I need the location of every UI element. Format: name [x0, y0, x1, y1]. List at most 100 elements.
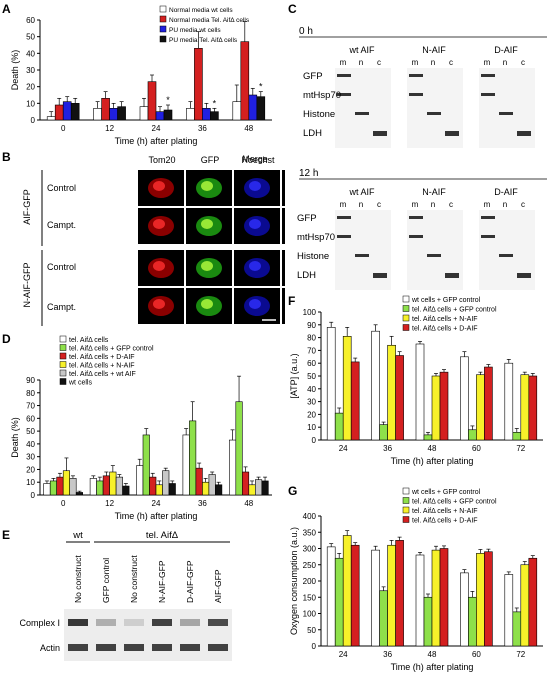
- chart-g: 0 50 100 150 200 250 300 350 400 24 36 48 60 72 Time (…: [289, 487, 543, 672]
- panel-label-f: F: [288, 294, 296, 308]
- lane-label: D-AIF-GFP: [185, 560, 195, 603]
- legend-swatch: [159, 35, 167, 43]
- chart-d: 0 10 20 30 40 50 60 70 80 90 0 12 24 36 48 Time (h) aft…: [10, 335, 272, 521]
- bar: [371, 549, 380, 647]
- legend-swatch: [402, 516, 410, 523]
- bar: [43, 483, 51, 496]
- row-campt-1: Campt.: [47, 220, 76, 230]
- microscopy-panel: Tom20 GFP Hoechst Merge AIF-GFP N-AIF-GF…: [22, 155, 285, 326]
- y-axis-label: [ATP] (a.u.): [289, 353, 299, 398]
- bar: [155, 111, 165, 121]
- y-axis-label: Death (%): [10, 417, 20, 458]
- bar: [56, 476, 64, 496]
- blot-band: [373, 273, 387, 278]
- x-tick-label: 60: [472, 650, 481, 659]
- legend-swatch: [159, 15, 167, 23]
- legend-entry: wt cells: [68, 380, 92, 387]
- x-tick-label: 72: [516, 444, 525, 453]
- bar: [93, 108, 102, 121]
- marker-label: LDH: [297, 270, 316, 281]
- bar: [476, 374, 485, 441]
- x-tick-label: 48: [428, 444, 437, 453]
- bar: [147, 81, 157, 121]
- lane-label: No construct: [129, 555, 139, 603]
- x-axis-label: Time (h) after plating: [115, 136, 198, 146]
- bar: [379, 424, 388, 441]
- y-tick-label: 40: [307, 385, 316, 394]
- bar: [117, 106, 126, 121]
- panel-label-g: G: [288, 484, 298, 498]
- blot-band: [499, 112, 513, 115]
- bar: [49, 480, 58, 496]
- bar: [395, 540, 404, 647]
- bar: [136, 465, 144, 496]
- bar: [460, 572, 469, 647]
- bar: [326, 327, 336, 441]
- x-tick-label: 48: [428, 650, 437, 659]
- bar: [512, 432, 522, 441]
- bar: [62, 470, 71, 496]
- blot-band: [427, 254, 441, 257]
- bar: [468, 429, 477, 441]
- y-tick-label: 90: [307, 321, 316, 330]
- actin-band: [96, 644, 116, 651]
- bar: [512, 611, 522, 647]
- x-tick-label: 0: [61, 124, 66, 133]
- blot-band: [517, 131, 531, 136]
- lane-label: c: [521, 58, 525, 67]
- bar: [208, 474, 216, 496]
- group-n-aif-gfp: N-AIF-GFP: [22, 263, 32, 308]
- bar: [242, 471, 250, 496]
- marker-label: Histone: [297, 251, 329, 262]
- lane-label: m: [340, 58, 347, 67]
- bar: [101, 98, 110, 121]
- group-label-tel: tel. AifΔ: [146, 530, 179, 541]
- bar: [155, 484, 163, 496]
- significance-star: *: [259, 82, 263, 92]
- bar: [248, 94, 258, 121]
- legend-entry: Normal media Tel. AifΔ cells: [169, 17, 250, 24]
- micrograph-tile: [282, 288, 285, 324]
- bar: [240, 41, 250, 121]
- cell-signal-bright: [153, 299, 165, 309]
- y-tick-label: 70: [307, 346, 316, 355]
- blot-panel-e: wt tel. AifΔ No construct GFP control No con…: [19, 530, 232, 661]
- y-tick-label: 30: [26, 66, 35, 75]
- lane-label: c: [377, 200, 381, 209]
- x-tick-label: 36: [383, 650, 392, 659]
- blot-band: [409, 93, 423, 96]
- legend-swatch: [402, 487, 410, 495]
- chart-f: 0 10 20 30 40 50 60 70 80 90 100 24 36 48 60 72 Time (h)…: [289, 295, 543, 466]
- bar: [235, 401, 243, 496]
- blot-band: [445, 131, 459, 136]
- y-tick-label: 10: [307, 423, 316, 432]
- x-axis-label: Time (h) after plating: [391, 456, 474, 466]
- construct-label: wt AIF: [348, 45, 375, 55]
- row-campt-2: Campt.: [47, 302, 76, 312]
- bar: [334, 412, 344, 441]
- marker-label: Histone: [303, 109, 335, 120]
- cell-signal-bright: [201, 219, 213, 229]
- legend-entry: PU media Tel. AifΔ cells: [169, 37, 238, 44]
- construct-label: N-AIF: [422, 45, 446, 55]
- bar: [460, 356, 469, 441]
- bar: [232, 101, 242, 121]
- legend-swatch: [402, 305, 410, 312]
- blot-membrane: [64, 609, 232, 661]
- legend-swatch: [59, 361, 67, 368]
- y-tick-label: 10: [26, 99, 35, 108]
- y-tick-label: 150: [303, 593, 317, 602]
- cell-signal-bright: [153, 219, 165, 229]
- x-tick-label: 24: [339, 650, 348, 659]
- bar: [195, 467, 203, 496]
- bar: [504, 574, 514, 647]
- bar: [163, 109, 173, 121]
- complex-i-band: [208, 619, 228, 626]
- bar: [54, 104, 64, 121]
- legend-swatch: [402, 295, 410, 303]
- col-gfp: GFP: [201, 155, 220, 165]
- legend-swatch: [402, 497, 410, 504]
- actin-band: [152, 644, 172, 651]
- col-merge-label: Merge: [242, 154, 268, 164]
